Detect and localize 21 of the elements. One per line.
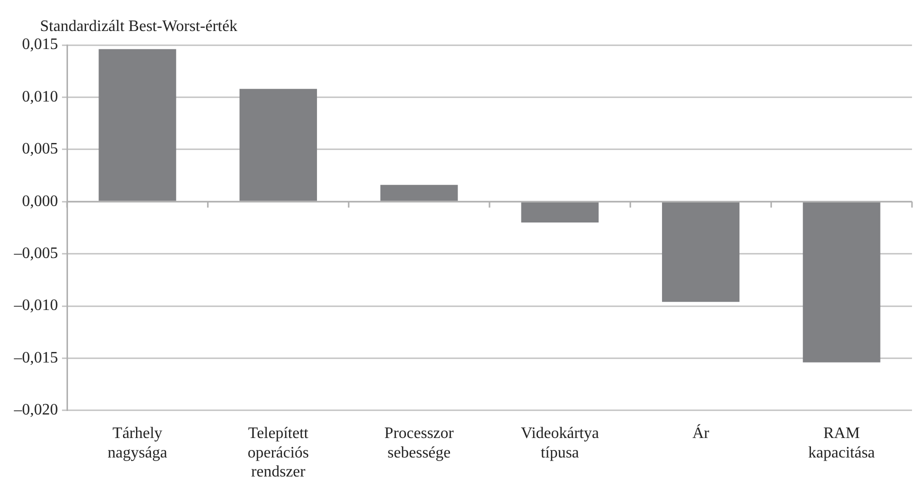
y-tick-label: –0,015	[13, 349, 58, 366]
y-tick-label: –0,010	[13, 297, 58, 314]
y-tick-label: –0,005	[13, 245, 58, 262]
bar	[240, 88, 317, 201]
x-tick-label: Videokártya típusa	[520, 425, 599, 462]
bar	[521, 202, 599, 222]
bar	[662, 202, 740, 302]
x-tick-label: Telepített operációs rendszer	[248, 425, 309, 481]
y-tick-label: 0,010	[22, 88, 58, 106]
bar	[802, 202, 880, 362]
bar	[380, 184, 458, 201]
y-tick-label: 0,015	[22, 36, 58, 54]
x-tick-label: Ár	[692, 424, 710, 442]
y-tick-label: 0,005	[22, 140, 58, 158]
x-tick-label: RAM kapacitása	[808, 425, 875, 462]
x-tick-label: Tárhely nagysága	[108, 425, 168, 462]
x-tick-label: Processzor sebessége	[384, 425, 454, 462]
bar	[98, 49, 176, 201]
y-axis-title: Standardizált Best-Worst-érték	[40, 18, 238, 36]
y-tick-label: –0,020	[13, 402, 58, 419]
y-tick-label: 0,000	[22, 192, 58, 210]
